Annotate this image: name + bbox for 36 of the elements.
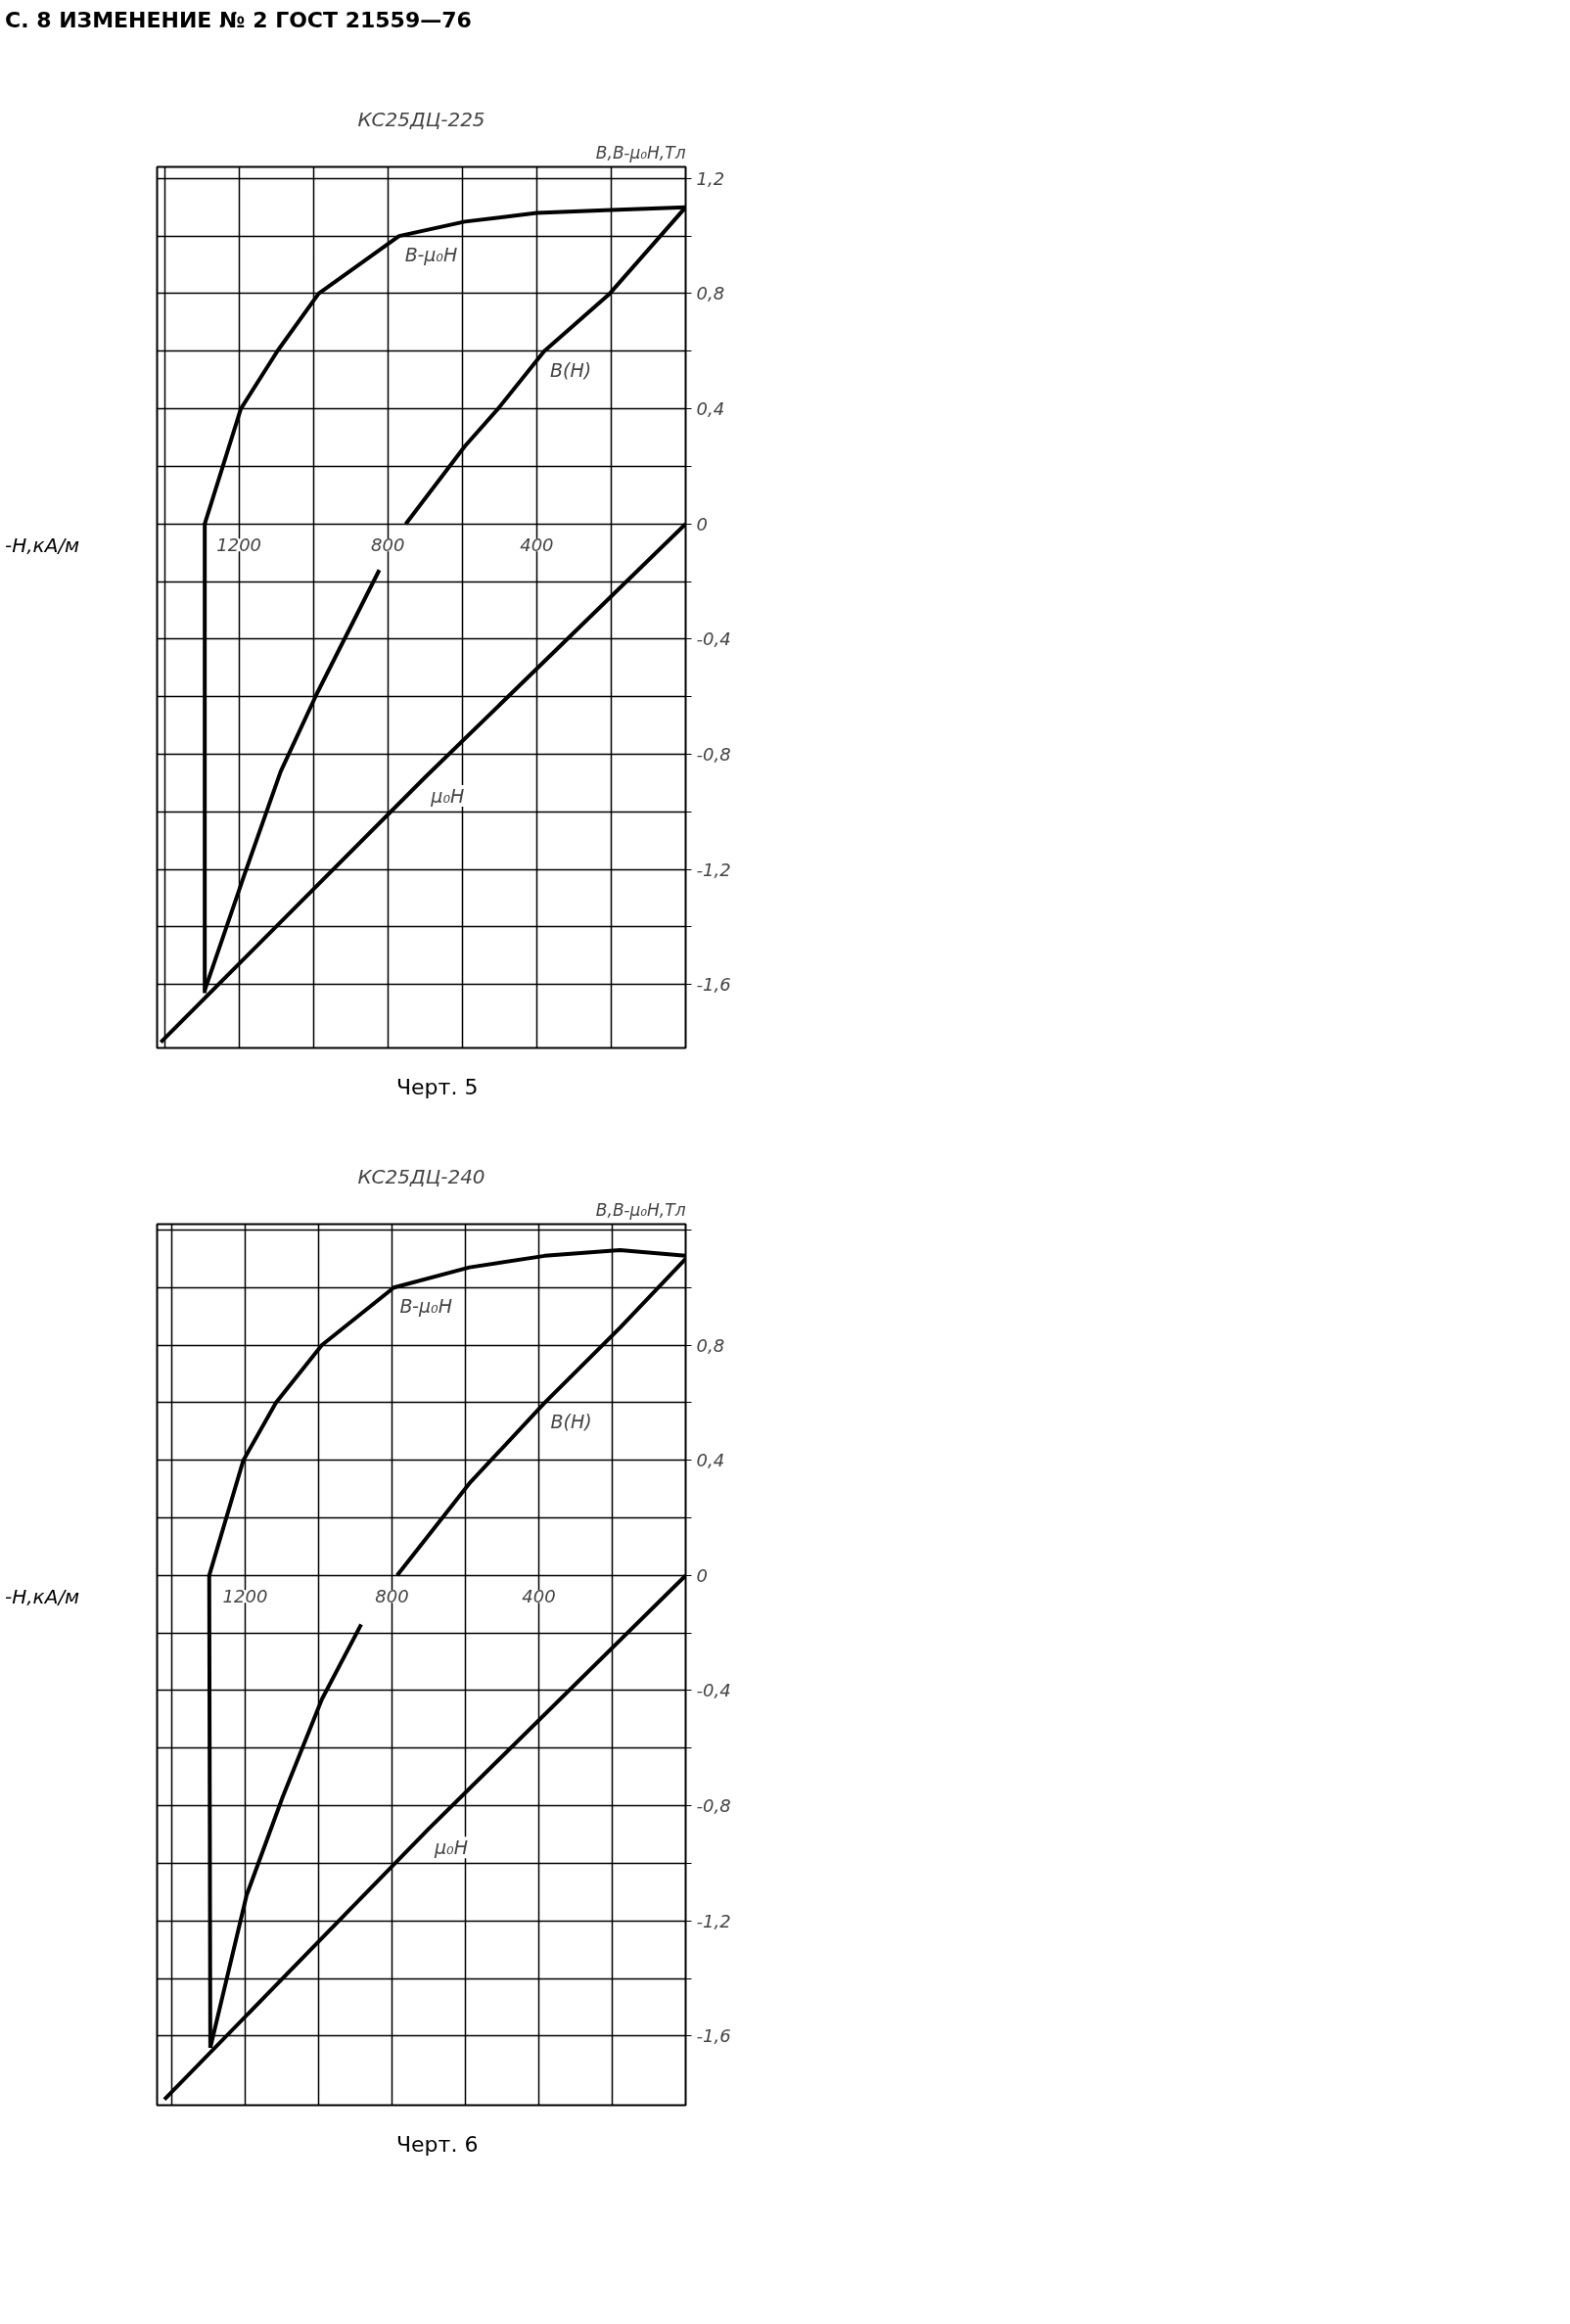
series-label: μ₀H xyxy=(430,785,465,808)
x-axis-title: -H,кА/м xyxy=(5,533,80,559)
y-axis-title: B,B-μ₀H,Тл xyxy=(595,1199,686,1220)
x-tick-label: 800 xyxy=(371,535,405,556)
y-tick-label: -0,8 xyxy=(696,1795,731,1817)
series-label: B-μ₀H xyxy=(399,1295,452,1318)
y-tick-label: -1,6 xyxy=(696,2025,731,2047)
series-label: B(H) xyxy=(549,358,592,381)
chart-title: КС25ДЦ-225 xyxy=(357,107,485,131)
chart-title: КС25ДЦ-240 xyxy=(357,1164,485,1188)
y-tick-label: 0,4 xyxy=(696,398,725,420)
x-axis-title: -H,кА/м xyxy=(5,1584,80,1610)
y-tick-label: 0,8 xyxy=(696,283,725,304)
y-tick-label: -0,4 xyxy=(696,1680,731,1701)
y-tick-label: -0,8 xyxy=(696,744,731,765)
text: Черт. 5 xyxy=(395,1074,479,1101)
x-tick-label: 400 xyxy=(522,1586,556,1607)
y-tick-label: 1,2 xyxy=(696,167,725,189)
text: С. 8 ИЗМЕНЕНИЕ № 2 ГОСТ 21559—76 xyxy=(5,7,472,34)
text: Черт. 6 xyxy=(395,2131,479,2159)
y-tick-label: 0,4 xyxy=(696,1450,725,1471)
y-axis-title: B,B-μ₀H,Тл xyxy=(595,142,686,163)
x-tick-label: 400 xyxy=(520,535,554,556)
series-label: B-μ₀H xyxy=(404,244,458,266)
y-tick-label: 0 xyxy=(696,513,708,535)
x-tick-label: 800 xyxy=(375,1586,409,1607)
y-tick-label: 0,8 xyxy=(696,1334,725,1356)
series-label: B(H) xyxy=(550,1410,592,1432)
x-tick-label: 1200 xyxy=(216,535,262,556)
y-tick-label: -1,6 xyxy=(696,974,731,996)
y-tick-label: -0,4 xyxy=(696,628,731,650)
y-tick-label: -1,2 xyxy=(696,859,731,880)
x-tick-label: 1200 xyxy=(222,1586,268,1607)
y-tick-label: 0 xyxy=(696,1564,708,1586)
y-tick-label: -1,2 xyxy=(696,1910,731,1931)
series-label: μ₀H xyxy=(434,1836,468,1859)
